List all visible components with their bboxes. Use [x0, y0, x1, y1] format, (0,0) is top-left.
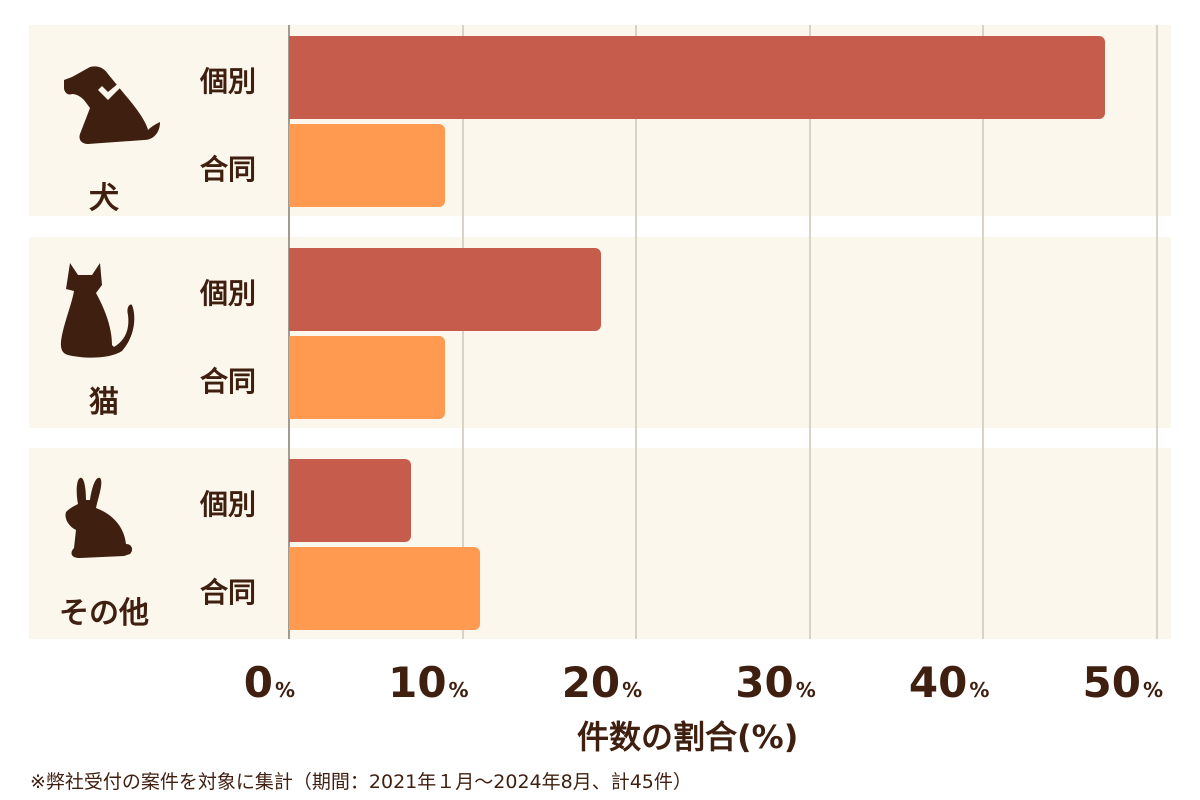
- series-label: 合同: [200, 153, 257, 186]
- series-label: 個別: [200, 488, 257, 521]
- gridline: [808, 448, 811, 639]
- tick-percent: %: [448, 678, 469, 702]
- series-label: 合同: [200, 576, 257, 609]
- gridline: [808, 237, 811, 449]
- bar-joint: [289, 124, 446, 207]
- gridline: [982, 237, 985, 449]
- footnote: ※弊社受付の案件を対象に集計（期間：2021年１月～2024年8月、計45件）: [30, 771, 692, 793]
- tick-number: 0: [243, 658, 273, 707]
- bar-individual: [289, 36, 1105, 119]
- tick-number: 50: [1082, 658, 1141, 707]
- x-tick-label: 20%: [522, 658, 643, 707]
- dog-icon: [46, 52, 166, 156]
- gridline: [1156, 448, 1158, 639]
- x-tick-label: 40%: [869, 658, 990, 707]
- tick-percent: %: [274, 678, 295, 702]
- gridline: [635, 25, 638, 237]
- bar-joint: [289, 336, 446, 419]
- gridline: [982, 25, 985, 237]
- gridline: [461, 237, 464, 449]
- gridline: [461, 448, 464, 639]
- x-axis-title: 件数の割合(%): [577, 718, 799, 756]
- series-label: 合同: [200, 365, 257, 398]
- category-label: 犬: [89, 181, 119, 216]
- tick-percent: %: [795, 678, 816, 702]
- gridline: [461, 25, 464, 237]
- tick-number: 30: [735, 658, 794, 707]
- tick-number: 20: [561, 658, 621, 707]
- bar-individual: [289, 459, 411, 542]
- y-axis-line: [288, 448, 290, 639]
- tick-percent: %: [969, 678, 990, 702]
- gridline: [808, 25, 811, 237]
- gridline: [1156, 237, 1158, 449]
- bar-joint: [289, 547, 480, 630]
- gridline: [635, 237, 638, 449]
- category-label: 猫: [89, 385, 119, 420]
- gridline: [635, 448, 638, 639]
- x-tick-label: 10%: [349, 658, 469, 707]
- cat-icon: [40, 255, 140, 369]
- x-tick-label: 0%: [175, 658, 295, 707]
- x-tick-label: 50%: [1043, 658, 1164, 707]
- series-label: 個別: [200, 65, 257, 98]
- tick-number: 10: [388, 658, 447, 707]
- gridline: [1156, 25, 1158, 237]
- tick-percent: %: [1142, 678, 1163, 702]
- x-tick-label: 30%: [696, 658, 816, 707]
- tick-percent: %: [622, 678, 643, 702]
- category-label: その他: [59, 596, 149, 631]
- series-label: 個別: [200, 277, 257, 310]
- tick-number: 40: [908, 658, 968, 707]
- gridline: [982, 448, 985, 639]
- group-panel-2: [29, 448, 1171, 639]
- rabbit-icon: [40, 468, 140, 582]
- bar-individual: [289, 248, 602, 331]
